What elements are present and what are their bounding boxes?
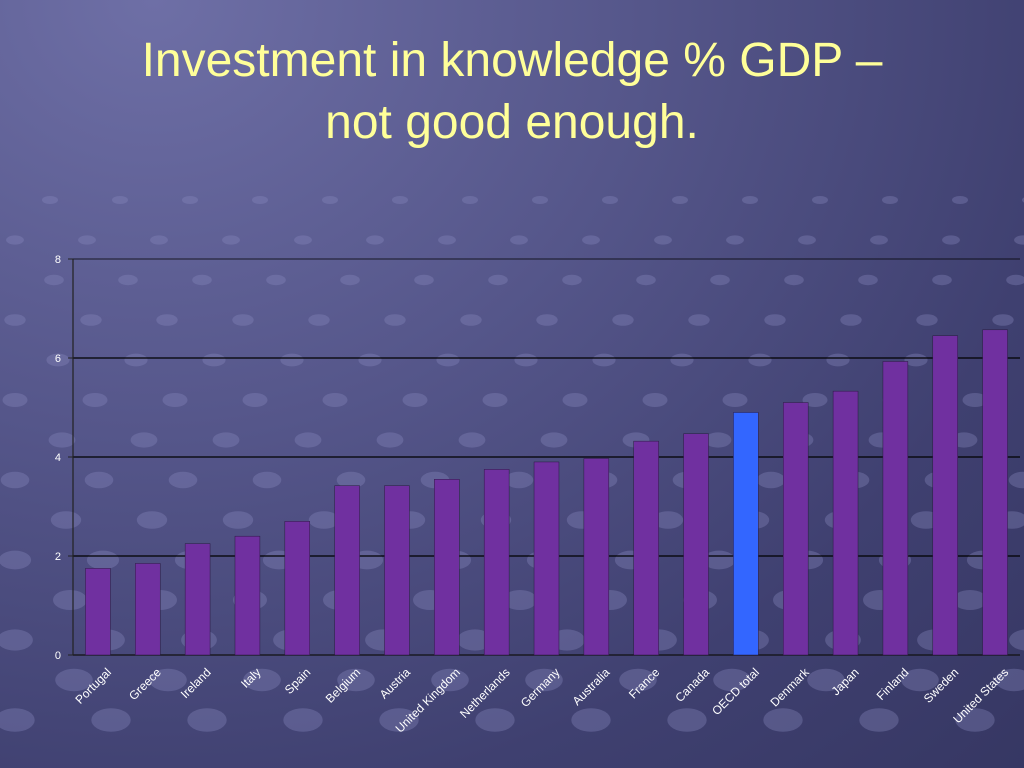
x-tick-label: Netherlands (457, 665, 513, 721)
y-tick-label: 4 (55, 452, 61, 464)
bar-australia (583, 458, 610, 656)
x-tick-label: Belgium (323, 665, 364, 706)
bar-sweden (932, 335, 958, 656)
y-tick-label: 0 (55, 650, 61, 662)
bar-netherlands (483, 469, 510, 656)
bar-united-states (982, 329, 1008, 656)
x-tick-label: Canada (673, 665, 713, 705)
y-tick-label: 8 (55, 254, 61, 266)
slide-title: Investment in knowledge % GDP – not good… (40, 30, 984, 154)
bar-ireland (184, 543, 211, 656)
x-tick-label: Finland (874, 665, 912, 703)
x-tick-label: Japan (829, 665, 862, 698)
bar-spain (284, 521, 311, 656)
bar-united-kingdom (434, 479, 460, 656)
bar-germany (533, 461, 560, 656)
bar-austria (384, 485, 410, 656)
bar-japan (832, 390, 859, 656)
chart-bars (85, 329, 1008, 656)
bar-france (633, 440, 659, 656)
y-tick-labels: 0 2 4 6 8 (55, 254, 61, 662)
x-tick-label: Australia (570, 665, 613, 708)
x-tick-labels: Portugal Greece Ireland Italy Spain Belgium Au… (73, 665, 1012, 736)
x-tick-label: Portugal (73, 665, 115, 707)
chart-axes (68, 258, 74, 656)
x-tick-label: France (626, 665, 663, 702)
x-tick-label: Denmark (768, 665, 813, 710)
bar-canada (683, 433, 709, 656)
bar-portugal (85, 568, 111, 656)
title-line-2: not good enough. (325, 96, 699, 149)
bar-oecd-total (733, 412, 759, 656)
bar-denmark (783, 402, 809, 656)
bar-greece (135, 563, 161, 656)
y-tick-label: 6 (55, 353, 61, 365)
bar-finland (882, 361, 909, 656)
x-tick-label: Austria (377, 665, 414, 702)
x-tick-label: Italy (238, 665, 263, 690)
x-tick-label: OECD total (709, 665, 762, 718)
x-tick-label: Sweden (921, 665, 962, 706)
y-tick-label: 2 (55, 551, 61, 563)
x-tick-label: Greece (126, 665, 164, 703)
x-tick-label: Spain (282, 665, 314, 697)
bar-italy (234, 535, 261, 656)
title-line-1: Investment in knowledge % GDP – (141, 34, 883, 87)
x-tick-label: Germany (518, 665, 563, 710)
bar-belgium (334, 485, 360, 656)
x-tick-label: Ireland (178, 665, 214, 701)
